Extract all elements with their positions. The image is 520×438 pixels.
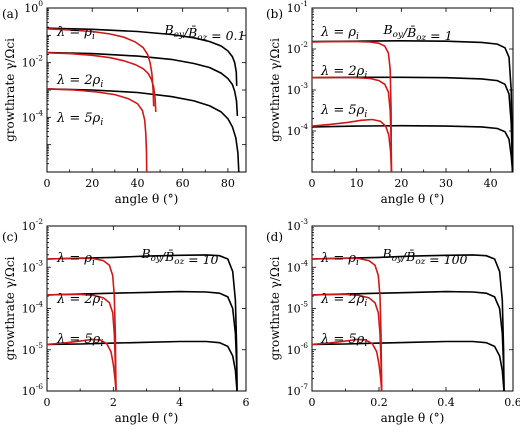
y-axis-label: growthrate γ/Ωci (3, 256, 17, 360)
y-tick-label: 10-4 (22, 108, 44, 124)
x-tick-label: 40 (484, 177, 498, 190)
red-series-line (312, 118, 393, 172)
black-series-line (47, 88, 240, 172)
y-tick-label: 10-2 (22, 217, 44, 233)
y-tick-label: 10-3 (287, 217, 309, 233)
red-series-line (47, 28, 155, 107)
panel-b: 0 10 20 30 40 10-1 10-2 10-3 10-4 angle θ (°) grow… (266, 0, 514, 206)
curve-label: λ = 5ρi (56, 332, 103, 349)
red-series-line (47, 257, 117, 391)
x-tick-label: 4 (176, 396, 183, 409)
x-tick-label: 0.4 (437, 396, 455, 409)
parameter-label: Boy/B̄oz = 0.1 (163, 22, 245, 43)
panel-letter: (a) (2, 7, 19, 21)
x-tick-label: 0 (309, 396, 316, 409)
curve-label: λ = 5ρi (320, 103, 367, 120)
curve-label: λ = ρi (56, 251, 95, 268)
x-tick-label: 40 (130, 177, 144, 190)
panel-a: 0 20 40 60 80 100 10-2 10-4 angle θ (°) growthrat… (2, 0, 247, 206)
y-axis-label: growthrate γ/Ωci (268, 38, 282, 142)
x-tick-label: 0.2 (370, 396, 388, 409)
x-tick-label: 2 (110, 396, 117, 409)
black-series-line (47, 290, 238, 391)
y-tick-label: 10-7 (287, 382, 309, 398)
x-axis-label: angle θ (°) (381, 411, 445, 425)
black-series-line (47, 51, 239, 117)
red-series-line (47, 338, 117, 391)
curve-label: λ = ρi (56, 25, 95, 42)
y-axis-label: growthrate γ/Ωci (268, 256, 282, 360)
parameter-label: Boy/B̄oz = 10 (140, 246, 218, 267)
panel-letter: (b) (266, 7, 283, 21)
x-tick-label: 20 (394, 177, 408, 190)
y-axis-label: growthrate γ/Ωci (3, 38, 17, 142)
panel-d: 0 0.2 0.4 0.6 10-3 10-4 10-5 10-6 10-7 angle θ (°… (266, 217, 520, 425)
black-series-line (312, 76, 513, 172)
black-series-line (47, 254, 238, 391)
panel-c: 0 2 4 6 10-2 10-3 10-4 10-5 10-6 angle θ (°) growt… (2, 217, 250, 425)
red-series-line (312, 40, 393, 172)
parameter-label: Boy/B̄oz = 100 (382, 246, 468, 267)
x-tick-label: 60 (176, 177, 190, 190)
black-series-line (312, 39, 513, 172)
x-tick-label: 0 (44, 177, 51, 190)
x-tick-label: 6 (243, 396, 250, 409)
black-series-line (47, 27, 238, 86)
y-tick-label: 10-6 (22, 382, 44, 398)
curve-label: λ = 2ρi (56, 73, 103, 90)
y-tick-label: 10-2 (22, 54, 44, 70)
x-tick-label: 10 (350, 177, 364, 190)
y-tick-label: 100 (24, 0, 43, 15)
curve-label: λ = 2ρi (320, 292, 367, 309)
y-tick-label: 10-3 (287, 81, 309, 97)
curve-label: λ = 2ρi (56, 292, 103, 309)
y-tick-label: 10-3 (22, 258, 44, 274)
black-series-line (312, 124, 513, 172)
y-tick-label: 10-4 (22, 300, 44, 316)
x-tick-label: 30 (439, 177, 453, 190)
curve-label: λ = 5ρi (56, 111, 103, 128)
y-tick-label: 10-5 (287, 300, 309, 316)
x-axis-label: angle θ (°) (381, 192, 445, 206)
y-tick-label: 10-4 (287, 258, 309, 274)
curve-label: λ = ρi (320, 25, 359, 42)
parameter-label: Boy/B̄oz = 1 (382, 22, 452, 43)
red-series-line (312, 257, 383, 391)
x-tick-label: 0.6 (504, 396, 520, 409)
curve-label: λ = 5ρi (320, 332, 367, 349)
red-series-line (47, 293, 117, 391)
red-series-line (47, 52, 157, 112)
x-tick-label: 80 (221, 177, 235, 190)
y-tick-label: 10-1 (287, 0, 308, 15)
black-series-line (312, 254, 505, 391)
panel-letter: (c) (2, 230, 18, 244)
x-axis-label: angle θ (°) (115, 192, 179, 206)
y-tick-label: 10-2 (287, 40, 309, 56)
red-series-line (312, 293, 383, 391)
curve-label: λ = 2ρi (320, 64, 367, 81)
x-tick-label: 20 (85, 177, 99, 190)
x-axis-label: angle θ (°) (115, 411, 179, 425)
curve-label: λ = ρi (320, 251, 359, 268)
red-series-line (312, 338, 383, 391)
red-series-line (47, 88, 148, 172)
black-series-line (312, 340, 505, 391)
red-series-line (312, 76, 393, 172)
x-tick-label: 0 (44, 396, 51, 409)
black-series-line (47, 340, 238, 391)
x-tick-label: 0 (309, 177, 316, 190)
black-series-line (312, 290, 505, 391)
y-tick-label: 10-5 (22, 341, 44, 357)
panel-letter: (d) (266, 230, 283, 244)
y-tick-label: 10-6 (287, 341, 309, 357)
y-tick-label: 10-4 (287, 122, 309, 138)
